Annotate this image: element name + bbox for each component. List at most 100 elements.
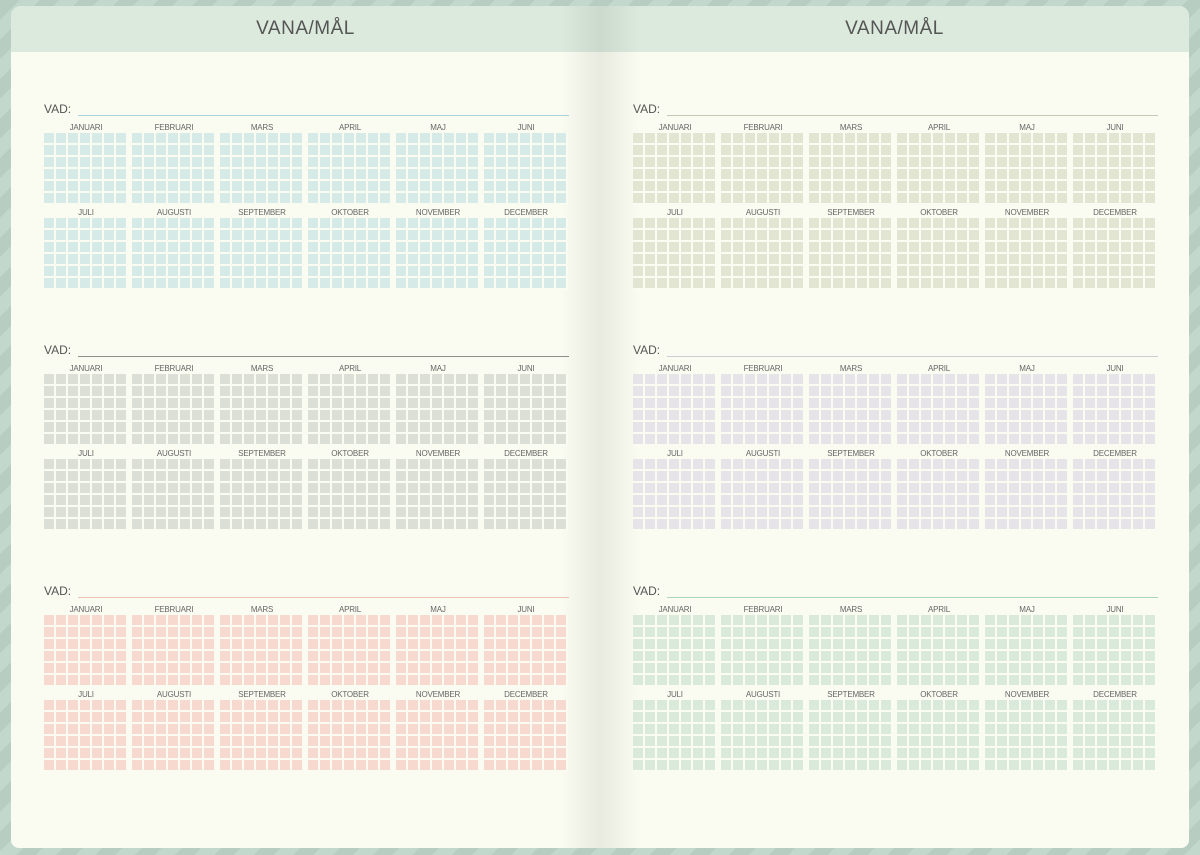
month-label: JULI xyxy=(667,449,683,458)
month-label: NOVEMBER xyxy=(415,690,461,699)
month-label: APRIL xyxy=(927,123,951,132)
day-grid[interactable] xyxy=(132,133,216,205)
day-grid[interactable] xyxy=(809,133,893,205)
day-grid[interactable] xyxy=(308,700,392,772)
day-grid[interactable] xyxy=(132,218,216,290)
day-grid[interactable] xyxy=(1073,615,1157,687)
day-grid[interactable] xyxy=(809,459,893,531)
day-grid[interactable] xyxy=(633,615,717,687)
what-writing-line[interactable] xyxy=(667,597,1158,598)
day-grid[interactable] xyxy=(220,700,304,772)
what-writing-line[interactable] xyxy=(78,356,569,357)
what-writing-line[interactable] xyxy=(78,115,569,116)
day-grid[interactable] xyxy=(633,374,717,446)
what-field[interactable]: VAD: xyxy=(44,100,569,118)
day-grid[interactable] xyxy=(484,459,568,531)
day-grid[interactable] xyxy=(396,133,480,205)
what-field[interactable]: VAD: xyxy=(44,582,569,600)
month-label: MARS xyxy=(839,605,863,614)
day-grid[interactable] xyxy=(396,700,480,772)
day-grid[interactable] xyxy=(1073,459,1157,531)
day-grid[interactable] xyxy=(809,218,893,290)
day-grid[interactable] xyxy=(721,459,805,531)
day-grid[interactable] xyxy=(220,133,304,205)
day-grid[interactable] xyxy=(897,615,981,687)
day-grid[interactable] xyxy=(220,615,304,687)
day-grid[interactable] xyxy=(897,218,981,290)
day-grid[interactable] xyxy=(897,133,981,205)
month-label: MAJ xyxy=(430,605,446,614)
day-grid[interactable] xyxy=(44,615,128,687)
day-grid[interactable] xyxy=(484,218,568,290)
day-grid[interactable] xyxy=(396,374,480,446)
day-grid[interactable] xyxy=(132,700,216,772)
day-grid[interactable] xyxy=(396,615,480,687)
day-grid[interactable] xyxy=(308,133,392,205)
day-grid[interactable] xyxy=(633,133,717,205)
what-field[interactable]: VAD: xyxy=(633,582,1158,600)
month-label: SEPTEMBER xyxy=(827,690,875,699)
day-grid[interactable] xyxy=(809,374,893,446)
month-label: OKTOBER xyxy=(331,208,369,217)
day-grid[interactable] xyxy=(308,459,392,531)
day-grid[interactable] xyxy=(721,133,805,205)
day-grid[interactable] xyxy=(220,374,304,446)
day-grid[interactable] xyxy=(132,615,216,687)
day-grid[interactable] xyxy=(220,459,304,531)
what-writing-line[interactable] xyxy=(78,597,569,598)
month-label: OKTOBER xyxy=(331,690,369,699)
day-grid[interactable] xyxy=(1073,374,1157,446)
day-grid[interactable] xyxy=(1073,218,1157,290)
day-grid[interactable] xyxy=(308,218,392,290)
day-grid[interactable] xyxy=(721,218,805,290)
day-grid[interactable] xyxy=(809,700,893,772)
day-grid[interactable] xyxy=(897,700,981,772)
day-grid[interactable] xyxy=(985,218,1069,290)
what-writing-line[interactable] xyxy=(667,356,1158,357)
day-grid[interactable] xyxy=(396,459,480,531)
day-grid[interactable] xyxy=(484,133,568,205)
what-writing-line[interactable] xyxy=(667,115,1158,116)
day-grid[interactable] xyxy=(721,615,805,687)
day-grid[interactable] xyxy=(484,615,568,687)
day-grid[interactable] xyxy=(44,459,128,531)
what-field[interactable]: VAD: xyxy=(633,341,1158,359)
month-label: JULI xyxy=(78,690,94,699)
day-grid[interactable] xyxy=(308,615,392,687)
month-label: JUNI xyxy=(517,605,535,614)
day-grid[interactable] xyxy=(897,374,981,446)
day-grid[interactable] xyxy=(1073,133,1157,205)
day-grid[interactable] xyxy=(44,374,128,446)
day-grid[interactable] xyxy=(44,133,128,205)
day-grid[interactable] xyxy=(484,700,568,772)
month-label: JULI xyxy=(667,690,683,699)
month-label: APRIL xyxy=(338,605,362,614)
month-label: OKTOBER xyxy=(331,449,369,458)
day-grid[interactable] xyxy=(132,459,216,531)
day-grid[interactable] xyxy=(308,374,392,446)
day-grid[interactable] xyxy=(633,218,717,290)
day-grid[interactable] xyxy=(721,374,805,446)
day-grid[interactable] xyxy=(985,700,1069,772)
day-grid[interactable] xyxy=(44,218,128,290)
day-grid[interactable] xyxy=(721,700,805,772)
day-grid[interactable] xyxy=(484,374,568,446)
day-grid[interactable] xyxy=(897,459,981,531)
right-page: VANA/MÅL VAD: JANUARI FEBRUARI MARS APRIL MAJ… xyxy=(600,6,1189,848)
day-grid[interactable] xyxy=(809,615,893,687)
day-grid[interactable] xyxy=(985,615,1069,687)
month-label: APRIL xyxy=(927,605,951,614)
day-grid[interactable] xyxy=(633,459,717,531)
day-grid[interactable] xyxy=(985,133,1069,205)
month-label: MARS xyxy=(250,364,274,373)
day-grid[interactable] xyxy=(633,700,717,772)
day-grid[interactable] xyxy=(985,374,1069,446)
what-field[interactable]: VAD: xyxy=(633,100,1158,118)
day-grid[interactable] xyxy=(132,374,216,446)
day-grid[interactable] xyxy=(1073,700,1157,772)
day-grid[interactable] xyxy=(44,700,128,772)
what-field[interactable]: VAD: xyxy=(44,341,569,359)
day-grid[interactable] xyxy=(985,459,1069,531)
day-grid[interactable] xyxy=(396,218,480,290)
day-grid[interactable] xyxy=(220,218,304,290)
